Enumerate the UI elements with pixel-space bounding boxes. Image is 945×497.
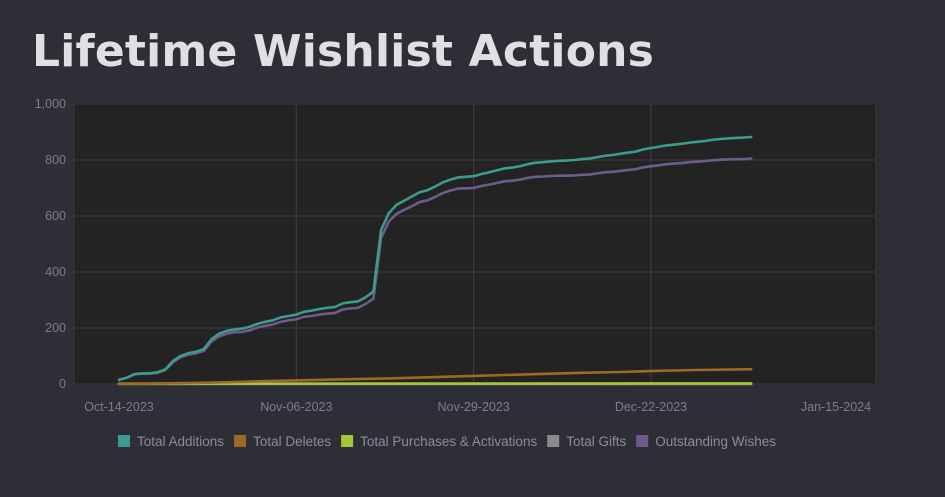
legend-label: Total Deletes [253, 434, 331, 449]
legend-swatch [636, 435, 649, 447]
legend-item-total-purchases-activations[interactable]: Total Purchases & Activations [341, 434, 537, 449]
x-tick-label: Nov-29-2023 [438, 400, 510, 414]
series-line-outstanding-wishes [117, 157, 753, 382]
legend-swatch [341, 435, 354, 447]
series-lines [117, 135, 753, 386]
legend-item-total-additions[interactable]: Total Additions [118, 434, 224, 449]
legend-swatch [118, 435, 130, 447]
y-tick-label: 200 [45, 321, 66, 335]
x-gridlines [295, 104, 652, 384]
y-gridlines [74, 159, 876, 329]
y-tick-label: 1,000 [35, 97, 66, 111]
legend-label: Total Gifts [566, 434, 626, 449]
y-tick-label: 400 [45, 265, 66, 279]
legend-item-total-gifts[interactable]: Total Gifts [547, 434, 626, 449]
legend-label: Total Purchases & Activations [360, 434, 537, 449]
page-title: Lifetime Wishlist Actions [32, 26, 655, 77]
y-tick-labels: 0 200 400 600 800 1,000 [35, 97, 66, 391]
series-line-total-additions [117, 135, 753, 382]
legend-label: Total Additions [137, 434, 224, 449]
x-tick-label: Oct-14-2023 [84, 400, 154, 414]
x-tick-label: Nov-06-2023 [260, 400, 332, 414]
plot-area [73, 103, 877, 385]
x-tick-label: Jan-15-2024 [801, 400, 871, 414]
legend-item-total-deletes[interactable]: Total Deletes [234, 434, 331, 449]
x-tick-labels: Oct-14-2023 Nov-06-2023 Nov-29-2023 Dec-22-… [84, 400, 871, 414]
legend-label: Outstanding Wishes [655, 434, 776, 449]
y-tick-label: 600 [45, 209, 66, 223]
x-tick-label: Dec-22-2023 [615, 400, 687, 414]
legend: Total Additions Total Deletes Total Purcha… [118, 434, 776, 449]
y-tick-label: 0 [59, 377, 66, 391]
y-tick-label: 800 [45, 153, 66, 167]
legend-swatch [547, 435, 560, 447]
legend-swatch [234, 435, 247, 447]
series-line-total-deletes [117, 367, 753, 386]
legend-item-outstanding-wishes[interactable]: Outstanding Wishes [636, 434, 776, 449]
